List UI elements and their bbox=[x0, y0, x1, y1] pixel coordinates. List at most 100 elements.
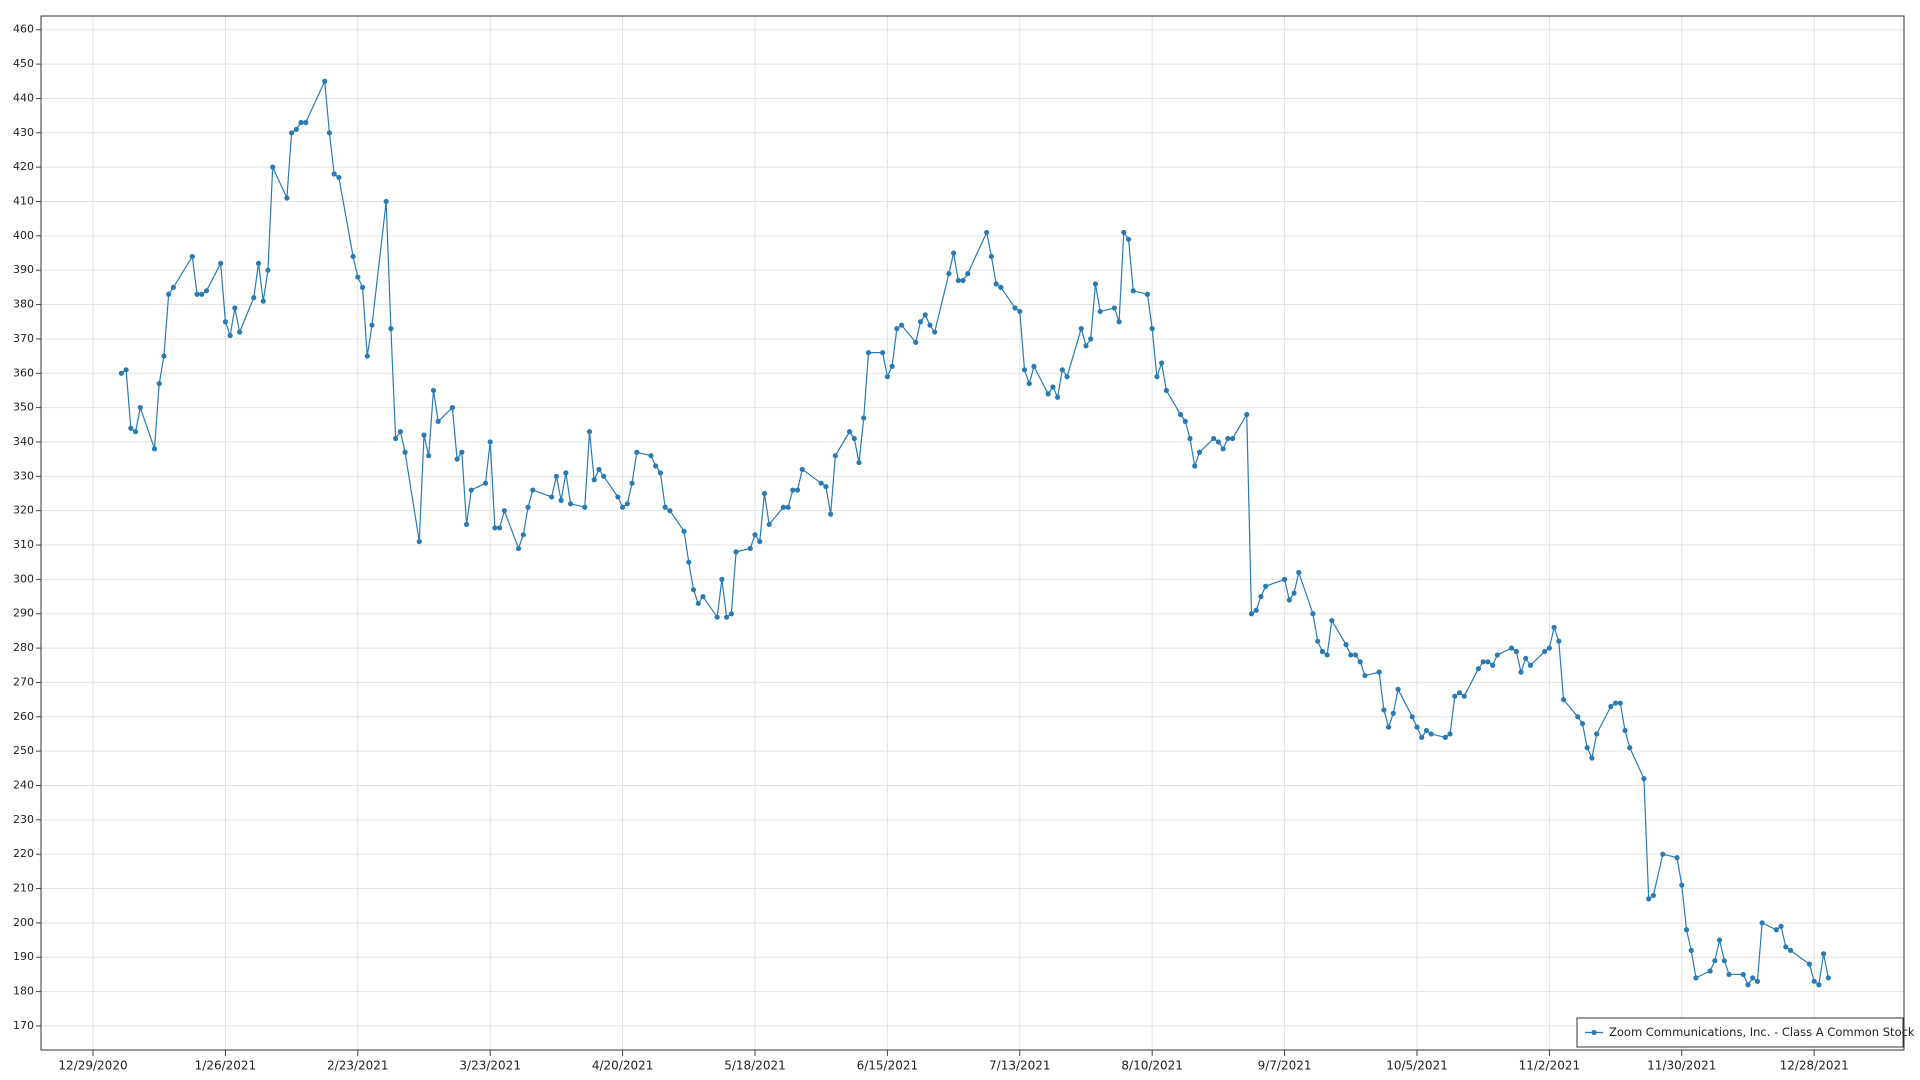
price-marker bbox=[1811, 978, 1817, 984]
price-marker bbox=[298, 119, 304, 126]
price-marker bbox=[468, 487, 474, 493]
price-marker bbox=[1031, 363, 1037, 369]
y-tick-label: 320 bbox=[13, 504, 34, 517]
price-marker bbox=[293, 126, 299, 132]
price-marker bbox=[270, 164, 276, 170]
x-tick-label: 12/29/2020 bbox=[58, 1059, 127, 1073]
price-marker bbox=[1575, 714, 1581, 720]
price-marker bbox=[846, 429, 853, 435]
price-marker bbox=[719, 576, 725, 582]
y-tick-label: 170 bbox=[13, 1019, 34, 1032]
price-marker bbox=[634, 449, 640, 455]
price-marker bbox=[1740, 971, 1746, 978]
price-marker bbox=[766, 521, 772, 528]
price-marker bbox=[402, 449, 408, 455]
price-marker bbox=[761, 490, 768, 497]
price-marker bbox=[1253, 607, 1259, 613]
legend-box bbox=[1576, 1017, 1904, 1048]
price-marker bbox=[955, 277, 961, 284]
y-tick-label: 220 bbox=[13, 847, 34, 860]
price-marker bbox=[449, 405, 455, 411]
y-tick-label: 240 bbox=[13, 778, 34, 791]
price-marker bbox=[1419, 734, 1425, 740]
price-marker bbox=[1386, 724, 1392, 730]
price-marker bbox=[166, 291, 172, 297]
price-marker bbox=[1778, 923, 1784, 929]
plot-frame bbox=[40, 15, 1905, 1051]
price-marker bbox=[123, 367, 129, 373]
price-marker bbox=[1130, 288, 1136, 294]
price-marker bbox=[1357, 659, 1363, 665]
price-marker bbox=[790, 487, 796, 493]
price-marker bbox=[582, 504, 588, 510]
price-marker bbox=[520, 532, 526, 538]
price-marker bbox=[284, 195, 290, 201]
price-marker bbox=[1390, 710, 1396, 716]
y-tick-label: 380 bbox=[13, 298, 34, 311]
price-marker bbox=[393, 435, 399, 442]
price-marker bbox=[596, 466, 602, 473]
price-marker bbox=[601, 473, 607, 479]
price-marker bbox=[1527, 662, 1534, 668]
price-marker bbox=[1447, 731, 1453, 737]
price-marker bbox=[965, 271, 971, 277]
y-tick-label: 300 bbox=[13, 572, 34, 585]
y-tick-label: 390 bbox=[13, 263, 34, 276]
price-marker bbox=[350, 253, 356, 260]
price-marker bbox=[1423, 727, 1430, 734]
price-marker bbox=[369, 322, 375, 328]
price-marker bbox=[667, 508, 673, 514]
price-marker bbox=[1579, 721, 1586, 727]
price-marker bbox=[227, 332, 233, 339]
price-marker bbox=[1064, 374, 1070, 380]
x-tick-label: 3/23/2021 bbox=[459, 1059, 521, 1073]
price-marker bbox=[388, 326, 394, 332]
price-marker bbox=[950, 250, 957, 256]
price-marker bbox=[1281, 576, 1288, 582]
price-marker bbox=[1291, 590, 1297, 596]
x-tick-label: 4/20/2021 bbox=[592, 1059, 654, 1073]
price-marker bbox=[265, 267, 271, 273]
price-marker bbox=[1556, 638, 1562, 644]
price-marker bbox=[222, 319, 229, 325]
price-marker bbox=[132, 429, 139, 435]
price-marker bbox=[128, 425, 134, 431]
price-marker bbox=[619, 504, 626, 510]
price-marker bbox=[218, 260, 224, 266]
price-marker bbox=[1617, 700, 1623, 706]
price-marker bbox=[364, 353, 370, 359]
price-marker bbox=[861, 415, 867, 421]
price-marker bbox=[1296, 569, 1302, 576]
price-marker bbox=[1088, 336, 1094, 342]
price-marker bbox=[1816, 982, 1822, 988]
price-marker bbox=[549, 494, 555, 500]
price-marker bbox=[137, 405, 143, 411]
y-tick-label: 190 bbox=[13, 950, 34, 963]
y-tick-label: 350 bbox=[13, 401, 34, 414]
price-marker bbox=[1348, 652, 1354, 658]
price-marker bbox=[728, 611, 734, 617]
price-marker bbox=[898, 322, 905, 328]
price-marker bbox=[714, 614, 720, 620]
price-marker bbox=[1362, 672, 1368, 679]
price-marker bbox=[1187, 435, 1193, 442]
x-tick-label: 7/13/2021 bbox=[989, 1059, 1051, 1073]
price-marker bbox=[1414, 724, 1420, 730]
price-marker bbox=[1116, 319, 1122, 325]
price-marker bbox=[1192, 463, 1198, 469]
price-marker bbox=[1494, 652, 1500, 658]
price-marker bbox=[1551, 624, 1557, 631]
price-marker bbox=[322, 78, 328, 84]
x-tick-label: 11/2/2021 bbox=[1519, 1059, 1581, 1073]
price-marker bbox=[199, 291, 205, 297]
y-tick-label: 430 bbox=[13, 126, 34, 139]
price-marker bbox=[1324, 652, 1330, 658]
price-marker bbox=[865, 350, 872, 356]
price-marker bbox=[747, 545, 753, 552]
price-marker bbox=[984, 229, 990, 236]
price-marker bbox=[492, 525, 498, 531]
x-tick-label: 12/28/2021 bbox=[1780, 1059, 1849, 1073]
price-marker bbox=[416, 538, 422, 545]
price-marker bbox=[1286, 597, 1292, 603]
price-marker bbox=[1627, 745, 1633, 751]
